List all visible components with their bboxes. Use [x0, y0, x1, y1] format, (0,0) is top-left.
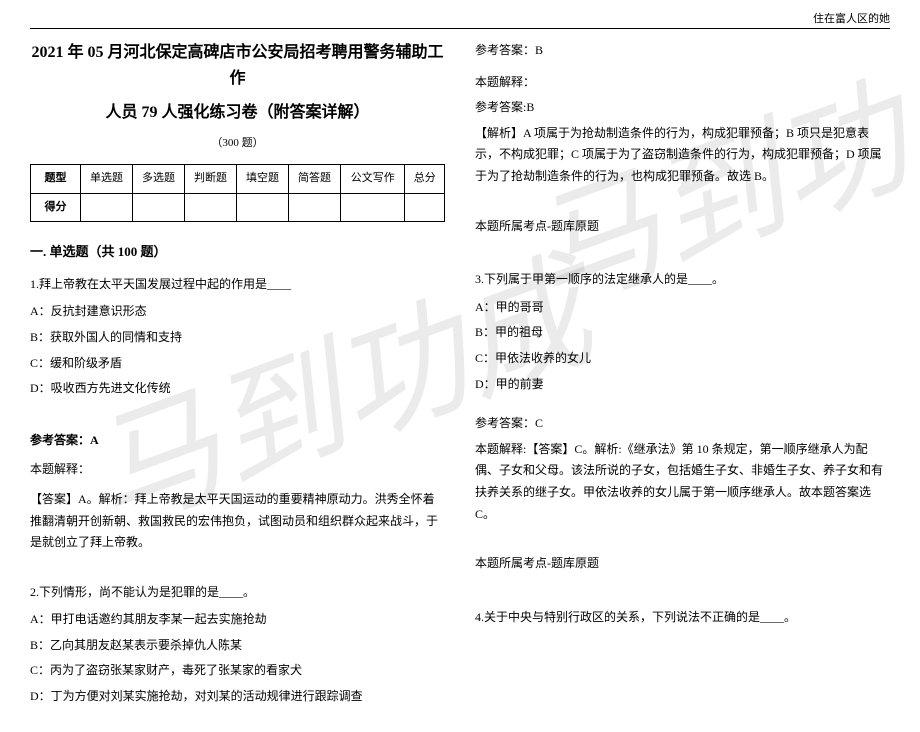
table-cell: 填空题	[237, 164, 289, 193]
q1-opt-b: B：获取外国人的同情和支持	[30, 327, 445, 349]
table-cell	[289, 193, 341, 222]
q3-opt-c: C：甲依法收养的女儿	[475, 348, 890, 370]
header-right-text: 住在富人区的她	[813, 10, 890, 30]
q2-answer-2: 参考答案:B	[475, 97, 890, 119]
table-cell	[237, 193, 289, 222]
q1-opt-a: A：反抗封建意识形态	[30, 301, 445, 323]
q3-text: 3.下列属于甲第一顺序的法定继承人的是____。	[475, 269, 890, 291]
table-cell	[133, 193, 185, 222]
left-column: 2021 年 05 月河北保定高碑店市公安局招考聘用警务辅助工作 人员 79 人…	[30, 40, 445, 712]
table-cell	[341, 193, 405, 222]
title-line-2: 人员 79 人强化练习卷（附答案详解）	[30, 99, 445, 128]
table-cell: 总分	[405, 164, 445, 193]
q1-opt-c: C：缓和阶级矛盾	[30, 353, 445, 375]
title-line-1: 2021 年 05 月河北保定高碑店市公安局招考聘用警务辅助工作	[30, 40, 445, 91]
q1-answer: 参考答案：A	[30, 430, 445, 452]
table-row: 得分	[31, 193, 445, 222]
q2-opt-d: D：丁为方便对刘某实施抢劫，对刘某的活动规律进行跟踪调查	[30, 686, 445, 708]
q3-opt-d: D：甲的前妻	[475, 374, 890, 396]
q2-topic: 本题所属考点-题库原题	[475, 216, 890, 238]
q1-opt-d: D：吸收西方先进文化传统	[30, 378, 445, 400]
table-cell: 简答题	[289, 164, 341, 193]
table-cell: 判断题	[185, 164, 237, 193]
table-cell: 单选题	[81, 164, 133, 193]
table-cell	[185, 193, 237, 222]
q2-answer: 参考答案：B	[475, 40, 890, 62]
table-cell: 多选题	[133, 164, 185, 193]
q3-explanation: 本题解释:【答案】C。解析:《继承法》第 10 条规定，第一顺序继承人为配偶、子…	[475, 439, 890, 525]
q2-exp-label: 本题解释：	[475, 72, 890, 94]
q2-explanation: 【解析】A 项属于为抢劫制造条件的行为，构成犯罪预备；B 项只是犯意表示，不构成…	[475, 123, 890, 188]
q1-text: 1.拜上帝教在太平天国发展过程中起的作用是____	[30, 274, 445, 296]
q1-exp-label: 本题解释：	[30, 459, 445, 481]
table-cell	[405, 193, 445, 222]
q2-text: 2.下列情形，尚不能认为是犯罪的是____。	[30, 582, 445, 604]
q3-answer: 参考答案：C	[475, 413, 890, 435]
score-table: 题型 单选题 多选题 判断题 填空题 简答题 公文写作 总分 得分	[30, 164, 445, 223]
q3-opt-b: B：甲的祖母	[475, 322, 890, 344]
header-rule	[30, 28, 890, 29]
page-content: 2021 年 05 月河北保定高碑店市公安局招考聘用警务辅助工作 人员 79 人…	[0, 0, 920, 732]
table-cell	[81, 193, 133, 222]
q4-text: 4.关于中央与特别行政区的关系，下列说法不正确的是____。	[475, 607, 890, 629]
right-column: 参考答案：B 本题解释： 参考答案:B 【解析】A 项属于为抢劫制造条件的行为，…	[475, 40, 890, 712]
q3-topic: 本题所属考点-题库原题	[475, 553, 890, 575]
table-row: 题型 单选题 多选题 判断题 填空题 简答题 公文写作 总分	[31, 164, 445, 193]
section-title: 一. 单选题（共 100 题）	[30, 240, 445, 263]
table-cell: 得分	[31, 193, 81, 222]
q3-opt-a: A：甲的哥哥	[475, 297, 890, 319]
q1-explanation: 【答案】A。解析：拜上帝教是太平天国运动的重要精神原动力。洪秀全怀着推翻清朝开创…	[30, 489, 445, 554]
q2-opt-b: B：乙向其朋友赵某表示要杀掉仇人陈某	[30, 635, 445, 657]
table-cell: 题型	[31, 164, 81, 193]
question-count: （300 题）	[30, 134, 445, 154]
q2-opt-a: A：甲打电话邀约其朋友李某一起去实施抢劫	[30, 609, 445, 631]
table-cell: 公文写作	[341, 164, 405, 193]
q2-opt-c: C：丙为了盗窃张某家财产，毒死了张某家的看家犬	[30, 660, 445, 682]
